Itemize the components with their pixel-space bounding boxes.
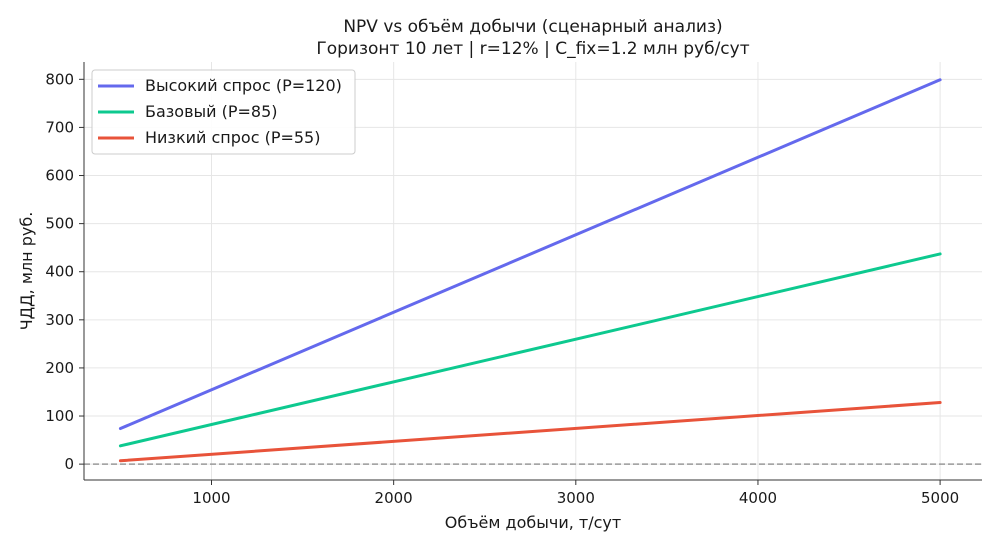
series-line	[118, 252, 942, 448]
x-tick-label: 2000	[375, 489, 413, 507]
x-tick-label: 1000	[192, 489, 230, 507]
y-tick-label: 0	[64, 455, 74, 473]
y-tick-label: 500	[45, 215, 74, 233]
series-line	[118, 78, 942, 431]
y-axis-label: ЧДД, млн руб.	[17, 212, 36, 331]
chart-title: NPV vs объём добычи (сценарный анализ)	[343, 17, 722, 37]
series-line	[118, 401, 942, 463]
series-lines	[118, 78, 942, 463]
legend-entry: Высокий спрос (P=120)	[145, 76, 342, 95]
y-tick-label: 800	[45, 70, 74, 88]
x-axis-label: Объём добычи, т/сут	[445, 513, 621, 532]
axes	[83, 62, 982, 481]
x-tick-label: 3000	[557, 489, 595, 507]
x-tick-label: 5000	[921, 489, 959, 507]
legend-box	[91, 69, 356, 155]
y-tick-label: 100	[45, 407, 74, 425]
legend: Высокий спрос (P=120) Базовый (P=85) Низки…	[91, 69, 356, 155]
y-tick-label: 400	[45, 263, 74, 281]
y-ticks: 0 100 200 300 400 500 600 700 800	[45, 70, 84, 473]
y-tick-label: 600	[45, 167, 74, 185]
x-ticks: 1000 2000 3000 4000 5000	[192, 480, 959, 507]
y-tick-label: 200	[45, 359, 74, 377]
y-tick-label: 700	[45, 118, 74, 136]
chart-subtitle: Горизонт 10 лет | r=12% | C_fix=1.2 млн …	[316, 39, 749, 59]
y-tick-label: 300	[45, 311, 74, 329]
legend-entry: Низкий спрос (P=55)	[145, 128, 320, 147]
legend-entry: Базовый (P=85)	[145, 102, 278, 121]
x-tick-label: 4000	[739, 489, 777, 507]
